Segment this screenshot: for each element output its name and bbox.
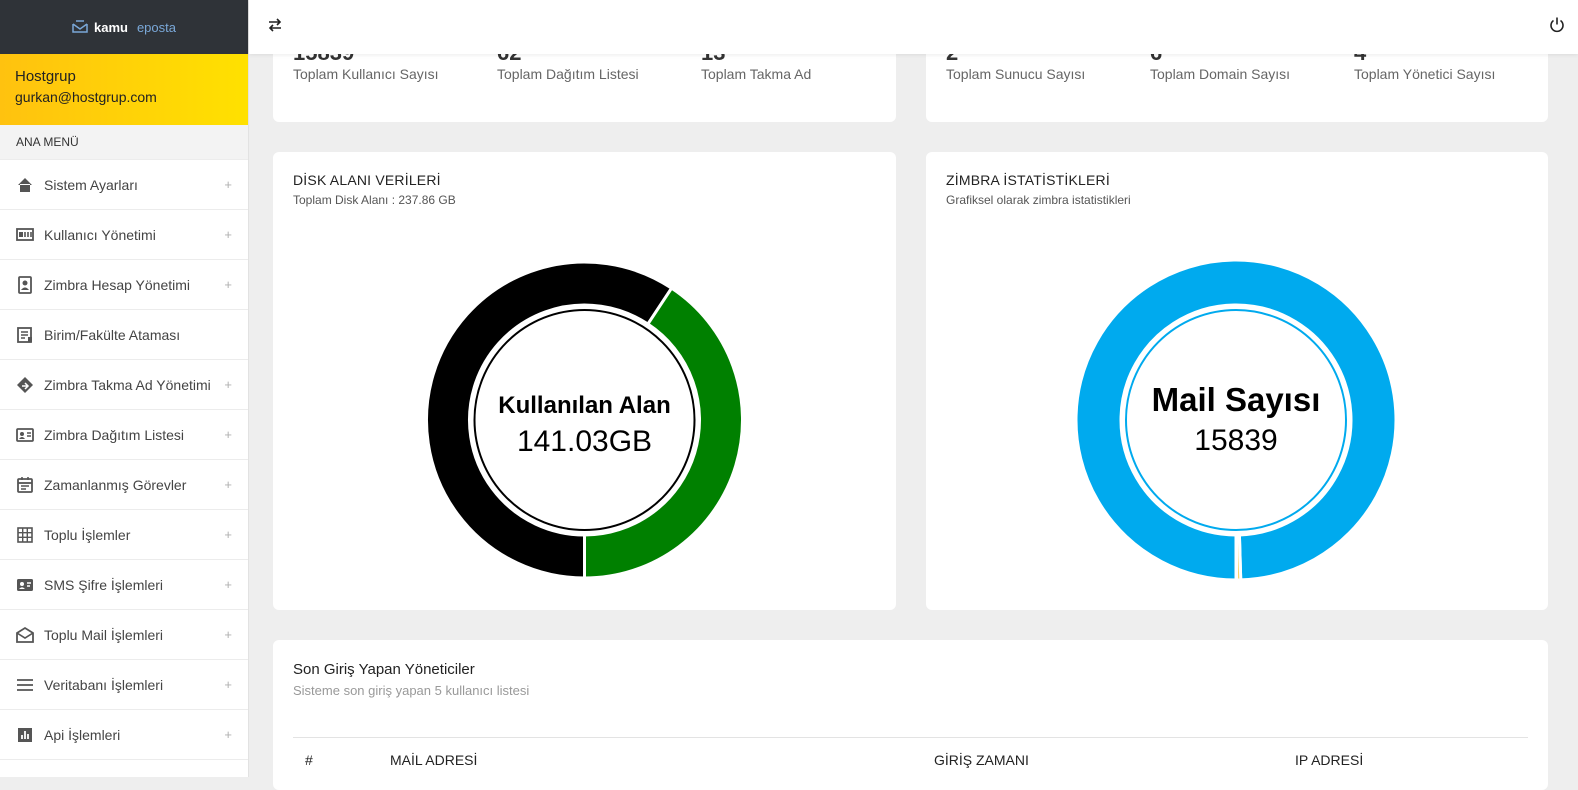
table-divider — [293, 737, 1528, 738]
sidebar-item-5[interactable]: Zimbra Takma Ad Yönetimi + — [0, 360, 248, 410]
expand-plus-icon[interactable]: + — [224, 227, 232, 242]
contact-book-icon — [16, 275, 34, 294]
last-logins-title: Son Giriş Yapan Yöneticiler — [293, 661, 475, 678]
expand-plus-icon[interactable]: + — [224, 427, 232, 442]
menu-list: Sistem Ayarları + Kullanıcı Yönetimi + Zimbr… — [0, 160, 248, 760]
zimbra-slice-1[interactable] — [1074, 258, 1398, 582]
sidebar-item-label: Toplu İşlemler — [44, 526, 131, 543]
sidebar-item-9[interactable]: SMS Şifre İşlemleri + — [0, 560, 248, 610]
id-card-icon — [16, 426, 34, 444]
topbar — [249, 0, 1578, 54]
sidebar-item-label: Toplu Mail İşlemleri — [44, 626, 164, 643]
sidebar-item-7[interactable]: Zamanlanmış Görevler + — [0, 460, 248, 510]
zimbra-slice-3[interactable] — [1234, 533, 1239, 582]
sidebar-item-6[interactable]: Zimbra Dağıtım Listesi + — [0, 410, 248, 460]
expand-plus-icon[interactable]: + — [224, 577, 232, 592]
sidebar-item-label: Zamanlanmış Görevler — [44, 476, 187, 493]
sidebar-item-label: Zimbra Hesap Yönetimi — [44, 276, 191, 293]
sidebar-item-3[interactable]: Zimbra Hesap Yönetimi + — [0, 260, 248, 310]
user-card-icon — [16, 226, 34, 244]
expand-plus-icon[interactable]: + — [224, 477, 232, 492]
stat-label: Toplam Takma Ad — [701, 66, 812, 82]
user-profile-box[interactable]: Hostgrup gurkan@hostgrup.com — [0, 54, 248, 125]
last-logins-card: Son Giriş Yapan Yöneticiler Sisteme son … — [273, 640, 1548, 790]
diamond-arrow-icon — [16, 376, 34, 394]
user-org: Hostgrup — [15, 68, 76, 85]
expand-plus-icon[interactable]: + — [224, 177, 232, 192]
sms-card-icon — [16, 576, 34, 594]
column-header-login-time[interactable]: GİRİŞ ZAMANI — [934, 752, 1029, 768]
disk-card-subtitle: Toplam Disk Alanı : 237.86 GB — [293, 193, 456, 207]
disk-center-value: 141.03GB — [517, 425, 652, 458]
calendar-icon — [16, 476, 34, 494]
sidebar-item-label: Birim/Fakülte Ataması — [44, 326, 181, 343]
sidebar-item-12[interactable]: Api İşlemleri + — [0, 710, 248, 760]
grid-icon — [16, 526, 34, 544]
sidebar-item-label: Kullanıcı Yönetimi — [44, 226, 156, 243]
column-header-ip[interactable]: IP ADRESİ — [1295, 752, 1364, 768]
disk-slice-2[interactable] — [583, 286, 744, 580]
sidebar-item-10[interactable]: Toplu Mail İşlemleri + — [0, 610, 248, 660]
sidebar-item-11[interactable]: Veritabanı İşlemleri + — [0, 660, 248, 710]
expand-plus-icon[interactable]: + — [224, 377, 232, 392]
document-list-icon — [16, 326, 34, 344]
home-icon — [16, 176, 34, 194]
column-header-index[interactable]: # — [305, 752, 313, 768]
zimbra-inner-ring — [1125, 309, 1347, 531]
disk-inner-ring — [473, 309, 696, 531]
sidebar-item-label: Zimbra Takma Ad Yönetimi — [44, 376, 211, 393]
sidebar-item-label: SMS Şifre İşlemleri — [44, 576, 164, 593]
zimbra-card-subtitle: Grafiksel olarak zimbra istatistikleri — [946, 193, 1131, 207]
expand-plus-icon[interactable]: + — [224, 627, 232, 642]
expand-plus-icon[interactable]: + — [224, 527, 232, 542]
stat-label: Toplam Yönetici Sayısı — [1354, 66, 1496, 82]
user-email: gurkan@hostgrup.com — [15, 89, 157, 105]
sidebar-item-4[interactable]: Birim/Fakülte Ataması — [0, 310, 248, 360]
zimbra-card-title: ZİMBRA İSTATİSTİKLERİ — [946, 172, 1110, 188]
swap-arrows-icon[interactable] — [267, 17, 283, 33]
power-icon[interactable] — [1548, 16, 1566, 34]
zimbra-center-label: Mail Sayısı — [1152, 381, 1321, 418]
envelope-logo-icon — [72, 20, 88, 33]
stat-label: Toplam Domain Sayısı — [1150, 66, 1291, 82]
brand-part1: kamu — [93, 19, 128, 35]
list-lines-icon — [16, 676, 34, 694]
disk-donut-chart: Kullanılan Alan 141.03GB — [425, 260, 744, 580]
disk-card-title: DİSK ALANI VERİLERİ — [293, 172, 441, 188]
last-logins-subtitle: Sisteme son giriş yapan 5 kullanıcı list… — [293, 683, 530, 698]
bar-chart-icon — [16, 726, 34, 744]
brand-logo[interactable]: kamu eposta — [0, 0, 248, 54]
sidebar-item-1[interactable]: Sistem Ayarları + — [0, 160, 248, 210]
brand-part2: eposta — [136, 19, 176, 35]
stat-label: Toplam Dağıtım Listesi — [497, 66, 639, 82]
stat-label: Toplam Sunucu Sayısı — [946, 66, 1086, 82]
zimbra-center-value: 15839 — [1194, 424, 1277, 457]
sidebar-item-label: Api İşlemleri — [44, 726, 121, 743]
disk-slice-1[interactable] — [425, 260, 674, 580]
sidebar-item-label: Zimbra Dağıtım Listesi — [44, 426, 185, 443]
sidebar-item-label: Sistem Ayarları — [44, 176, 138, 193]
stat-label: Toplam Kullanıcı Sayısı — [293, 66, 439, 82]
menu-heading: ANA MENÜ — [0, 125, 248, 160]
sidebar-item-8[interactable]: Toplu İşlemler + — [0, 510, 248, 560]
mail-open-icon — [16, 626, 34, 644]
disk-center-label: Kullanılan Alan — [498, 392, 670, 419]
expand-plus-icon[interactable]: + — [224, 277, 232, 292]
sidebar-item-2[interactable]: Kullanıcı Yönetimi + — [0, 210, 248, 260]
disk-chart-card: DİSK ALANI VERİLERİ Toplam Disk Alanı : … — [273, 152, 896, 610]
expand-plus-icon[interactable]: + — [224, 677, 232, 692]
zimbra-donut-chart: Mail Sayısı 15839 — [1074, 258, 1398, 582]
sidebar: kamu eposta Hostgrup gurkan@hostgrup.com … — [0, 0, 249, 777]
column-header-mail[interactable]: MAİL ADRESİ — [390, 752, 478, 768]
sidebar-item-label: Veritabanı İşlemleri — [44, 676, 164, 693]
zimbra-chart-card: ZİMBRA İSTATİSTİKLERİ Grafiksel olarak z… — [926, 152, 1548, 610]
expand-plus-icon[interactable]: + — [224, 727, 232, 742]
